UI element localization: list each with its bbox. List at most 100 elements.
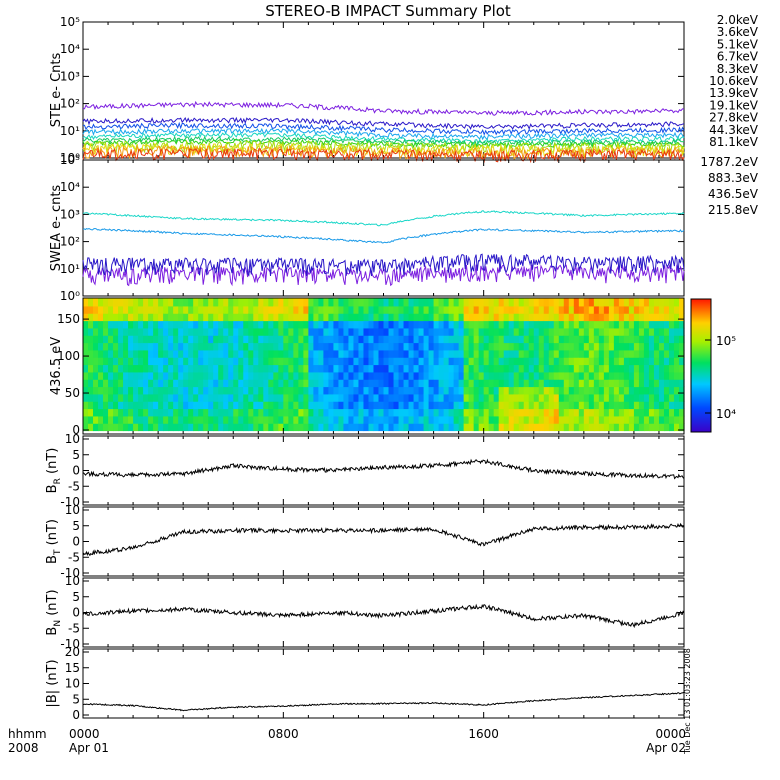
pad-cell bbox=[268, 379, 274, 388]
pad-cell bbox=[208, 357, 214, 366]
pad-cell bbox=[623, 415, 630, 424]
pad-cell bbox=[153, 371, 159, 380]
pad-cell bbox=[148, 357, 154, 366]
pad-cell bbox=[308, 313, 314, 322]
pad-cell bbox=[668, 335, 675, 344]
pad-cell bbox=[413, 320, 420, 329]
pad-cell bbox=[473, 357, 480, 366]
pad-cell bbox=[598, 357, 605, 366]
y-label-unit: (nT) bbox=[45, 448, 60, 478]
plot-title: STEREO-B IMPACT Summary Plot bbox=[265, 2, 511, 20]
pad-cell bbox=[573, 305, 580, 314]
pad-cell bbox=[583, 349, 590, 358]
pad-cell bbox=[243, 320, 249, 329]
pad-cell bbox=[623, 313, 630, 322]
pad-cell bbox=[218, 393, 224, 402]
pad-cell bbox=[503, 379, 510, 388]
pad-cell bbox=[423, 393, 430, 402]
y-tick-label: 150 bbox=[57, 312, 80, 326]
pad-cell bbox=[343, 408, 350, 417]
pad-cell bbox=[228, 342, 234, 351]
pad-cell bbox=[528, 320, 535, 329]
pad-cell bbox=[368, 386, 375, 395]
pad-cell bbox=[258, 335, 264, 344]
pad-cell bbox=[423, 357, 430, 366]
pad-cell bbox=[328, 415, 335, 424]
pad-cell bbox=[288, 393, 294, 402]
pad-cell bbox=[668, 364, 675, 373]
pad-cell bbox=[518, 415, 525, 424]
pad-cell bbox=[253, 364, 259, 373]
pad-cell bbox=[118, 401, 124, 410]
pad-cell bbox=[548, 349, 555, 358]
pad-cell bbox=[288, 335, 294, 344]
pad-cell bbox=[408, 423, 415, 432]
pad-cell bbox=[288, 371, 294, 380]
pad-cell bbox=[123, 357, 129, 366]
pad-cell bbox=[258, 386, 264, 395]
pad-cell bbox=[483, 305, 490, 314]
pad-cell bbox=[353, 371, 360, 380]
pad-cell bbox=[268, 349, 274, 358]
pad-cell bbox=[178, 327, 184, 336]
pad-cell bbox=[248, 379, 254, 388]
pad-cell bbox=[328, 357, 335, 366]
pad-cell bbox=[318, 357, 324, 366]
pad-cell bbox=[248, 415, 254, 424]
pad-cell bbox=[183, 335, 189, 344]
pad-cell bbox=[283, 364, 289, 373]
pad-cell bbox=[318, 327, 324, 336]
pad-cell bbox=[443, 364, 450, 373]
pad-cell bbox=[88, 423, 94, 432]
pad-cell bbox=[103, 386, 109, 395]
pad-cell bbox=[358, 415, 365, 424]
pad-cell bbox=[308, 327, 314, 336]
pad-cell bbox=[603, 313, 610, 322]
pad-cell bbox=[543, 393, 550, 402]
pad-cell bbox=[438, 342, 445, 351]
pad-cell bbox=[228, 371, 234, 380]
pad-cell bbox=[573, 371, 580, 380]
pad-cell bbox=[433, 401, 440, 410]
pad-cell bbox=[618, 327, 625, 336]
pad-cell bbox=[598, 349, 605, 358]
pad-cell bbox=[248, 335, 254, 344]
pad-cell bbox=[638, 401, 645, 410]
pad-cell bbox=[88, 320, 94, 329]
pad-cell bbox=[143, 423, 149, 432]
pad-cell bbox=[618, 408, 625, 417]
pad-cell bbox=[183, 393, 189, 402]
pad-cell bbox=[588, 320, 595, 329]
pad-cell bbox=[543, 408, 550, 417]
pad-cell bbox=[578, 401, 585, 410]
pad-cell bbox=[158, 313, 164, 322]
pad-cell bbox=[98, 327, 104, 336]
pad-cell bbox=[678, 379, 685, 388]
pad-cell bbox=[673, 342, 680, 351]
pad-cell bbox=[603, 371, 610, 380]
pad-cell bbox=[308, 386, 314, 395]
pad-cell bbox=[178, 313, 184, 322]
pad-cell bbox=[333, 379, 340, 388]
pad-cell bbox=[243, 386, 249, 395]
pad-cell bbox=[333, 357, 340, 366]
pad-cell bbox=[663, 401, 670, 410]
pad-cell bbox=[408, 371, 415, 380]
pad-cell bbox=[323, 349, 330, 358]
pad-cell bbox=[438, 364, 445, 373]
pad-cell bbox=[603, 349, 610, 358]
pad-cell bbox=[448, 379, 455, 388]
pad-cell bbox=[383, 320, 390, 329]
pad-cell bbox=[673, 357, 680, 366]
pad-cell bbox=[543, 386, 550, 395]
y-tick-label: 5 bbox=[72, 590, 80, 604]
pad-cell bbox=[403, 379, 410, 388]
pad-cell bbox=[208, 401, 214, 410]
pad-cell bbox=[483, 342, 490, 351]
pad-cell bbox=[88, 349, 94, 358]
pad-cell bbox=[288, 357, 294, 366]
pad-cell bbox=[388, 305, 395, 314]
pad-cell bbox=[553, 357, 560, 366]
pad-cell bbox=[343, 364, 350, 373]
pad-cell bbox=[138, 357, 144, 366]
